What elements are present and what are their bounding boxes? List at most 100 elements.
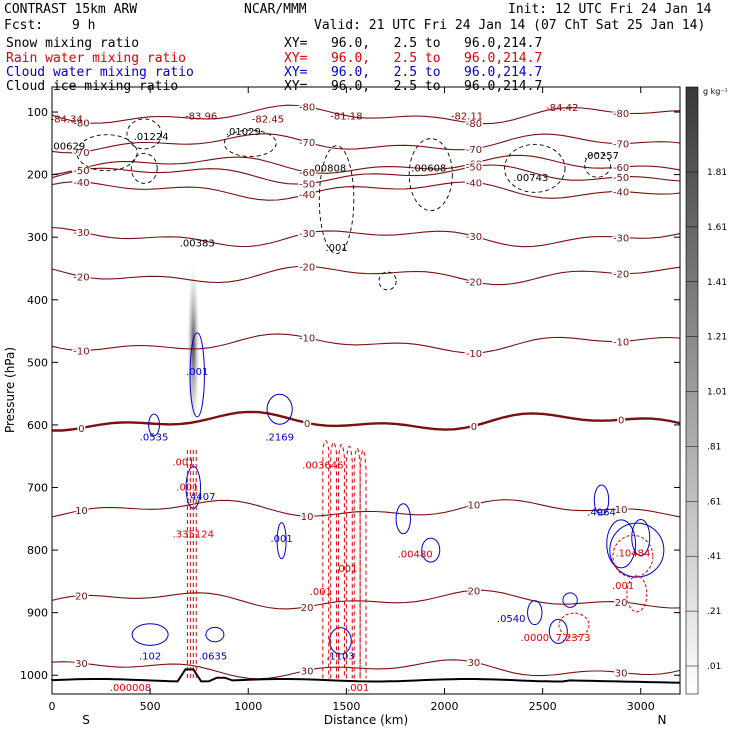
max-value-label: .001 <box>310 587 332 598</box>
rain-contour <box>359 449 367 679</box>
x-tick-label: 2000 <box>431 700 459 713</box>
isotherm-label: 10 <box>75 506 88 517</box>
cloud-water-contour <box>548 618 568 644</box>
isotherm-label: -10 <box>73 346 89 357</box>
field-cloudwater-xy: XY= 96.0, 2.5 to 96.0,214.7 <box>284 65 543 80</box>
colorbar-unit: g kg⁻¹ <box>703 87 728 96</box>
cloud-ice-contour <box>318 145 355 255</box>
max-value-label: .00257 <box>584 151 619 162</box>
max-value-label: .0535 <box>140 433 169 444</box>
isotherm-label: -60 <box>613 163 629 174</box>
max-value-label: .001 <box>325 243 347 254</box>
isotherm-label: -40 <box>73 178 89 189</box>
cloud-ice-contour <box>126 118 162 150</box>
max-value-label: .001 <box>347 683 369 694</box>
isotherm-label: 10 <box>301 512 314 523</box>
y-tick-label: 200 <box>27 169 48 182</box>
isotherm-label: -70 <box>466 145 482 156</box>
isotherm-label: -60 <box>466 159 482 170</box>
isotherm-label: -70 <box>613 140 629 151</box>
cloud-ice-contour <box>76 134 138 172</box>
max-value-label: .1103 <box>326 652 355 663</box>
colorbar <box>685 86 699 695</box>
isotherm-label: 20 <box>301 603 314 614</box>
max-value-label: .001 <box>172 458 194 469</box>
max-value-label: .001 <box>186 367 208 378</box>
isotherm-label: 0 <box>471 422 477 433</box>
isotherm-label: 10 <box>468 501 481 512</box>
field-rain-name: Rain water mixing ratio <box>6 51 187 66</box>
max-value-label: .2169 <box>265 433 294 444</box>
colorbar-tick-label: .81 <box>707 442 721 452</box>
max-value-label: -82.45 <box>252 115 284 126</box>
max-value-label: .01224 <box>134 132 169 143</box>
isotherm--50 <box>51 164 681 185</box>
colorbar-tick-label: 1.81 <box>707 168 727 178</box>
isotherm-label: 10 <box>615 505 628 516</box>
cloud-ice-contour <box>223 129 277 157</box>
rain-contour <box>345 445 353 679</box>
isotherm-label: 30 <box>75 659 88 670</box>
isotherm-label: -20 <box>466 278 482 289</box>
colorbar-tick-label: .01 <box>707 662 721 672</box>
cloud-water-contour <box>421 537 441 563</box>
isotherm-0 <box>52 410 681 432</box>
isotherm-label: -80 <box>613 109 629 120</box>
max-value-label: .00629 <box>50 142 85 153</box>
x-tick-label: 500 <box>140 700 161 713</box>
cloud-ice-contour <box>408 138 453 212</box>
cloud-water-contour <box>266 393 293 425</box>
isotherm-label: -60 <box>299 168 315 179</box>
valid-time: Valid: 21 UTC Fri 24 Jan 14 (07 ChT Sat … <box>314 18 706 33</box>
y-tick-label: 1000 <box>20 669 48 682</box>
isotherm--70 <box>51 133 681 154</box>
cloud-water-contour <box>205 626 225 643</box>
y-tick-label: 600 <box>27 419 48 432</box>
colorbar-tick-label: .61 <box>707 497 721 507</box>
max-value-label: .01029 <box>226 127 261 138</box>
max-value-label: -83.96 <box>185 112 217 123</box>
max-value-label: -82.11 <box>451 112 483 123</box>
cloud-water-contour <box>562 592 578 608</box>
max-value-label: .001 <box>176 483 198 494</box>
max-value-label: .4964 <box>587 508 616 519</box>
max-value-label: .00480 <box>398 550 433 561</box>
colorbar-tick-label: 1.21 <box>707 333 727 343</box>
colorbar-tick-label: 1.61 <box>707 223 727 233</box>
isotherm-label: -10 <box>299 334 315 345</box>
max-value-label: .102 <box>139 652 161 663</box>
x-tick-label: 0 <box>49 700 56 713</box>
max-value-label: -84.42 <box>546 103 578 114</box>
colorbar-tick-label: 1.01 <box>707 388 727 398</box>
isotherm-label: -20 <box>613 269 629 280</box>
rain-contour <box>338 443 345 679</box>
isotherm-label: -40 <box>613 188 629 199</box>
cloud-water-contour <box>395 503 411 535</box>
isotherm-label: -10 <box>613 337 629 348</box>
forecast-hour: 9 h <box>72 18 96 33</box>
isotherm-label: 30 <box>615 668 628 679</box>
cloud-water-contour <box>131 623 169 646</box>
max-value-label: .0000 <box>520 633 549 644</box>
isotherm-label: -30 <box>466 232 482 243</box>
isotherm-label: -30 <box>613 233 629 244</box>
cloud-water-contour <box>606 519 637 569</box>
cloud-water-contour <box>631 519 651 557</box>
plot-frame <box>51 86 681 695</box>
max-value-label: .001 <box>335 564 357 575</box>
rain-contour <box>558 612 590 638</box>
isotherm-label: -30 <box>299 229 315 240</box>
model-title: CONTRAST 15km ARW <box>4 2 138 17</box>
max-value-label: .335124 <box>173 530 214 541</box>
snow-shading <box>187 261 200 432</box>
y-tick-label: 300 <box>27 231 48 244</box>
cloud-water-contour <box>189 332 205 418</box>
isotherm-label: 0 <box>618 416 624 427</box>
field-cloudwater-name: Cloud water mixing ratio <box>6 65 194 80</box>
isotherm-label: -50 <box>299 180 315 191</box>
field-rain-xy: XY= 96.0, 2.5 to 96.0,214.7 <box>284 51 543 66</box>
field-snow-name: Snow mixing ratio <box>6 36 140 51</box>
max-value-label: 7.2373 <box>556 633 591 644</box>
x-end-south: S <box>82 713 90 727</box>
max-value-label: .001 <box>270 534 292 545</box>
